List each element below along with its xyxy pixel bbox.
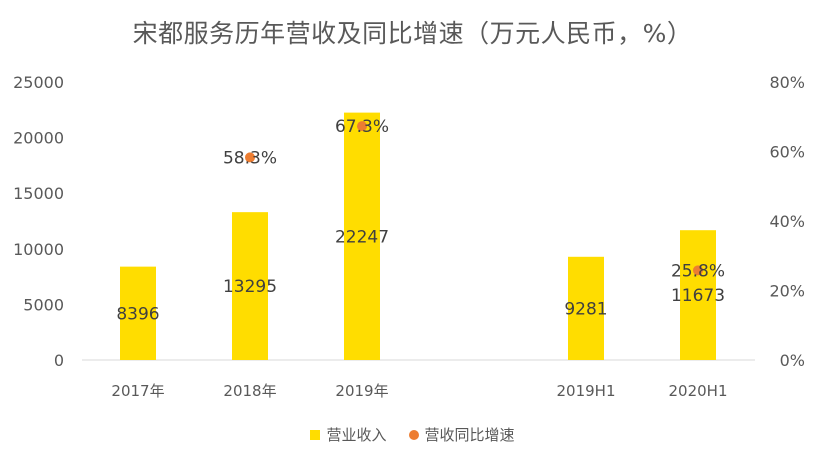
chart-title: 宋都服务历年营收及同比增速（万元人民币，%） [132, 19, 693, 48]
legend-label-growth: 营收同比增速 [424, 426, 515, 444]
x-tick-label: 2020H1 [669, 382, 728, 400]
growth-point [245, 152, 255, 163]
y-right-tick-label: 20% [769, 282, 805, 301]
x-tick-label: 2017年 [111, 382, 164, 400]
y-right-tick-label: 40% [769, 212, 805, 231]
bar-data-label: 11673 [671, 286, 725, 306]
bar [344, 112, 380, 360]
growth-point [357, 121, 367, 132]
bar [232, 212, 268, 360]
legend-item-revenue: 营业收入 [310, 424, 387, 445]
y-right-tick-label: 0% [780, 351, 805, 370]
x-tick-label: 2018年 [223, 382, 276, 400]
legend-swatch-dot [408, 429, 419, 440]
y-right-tick-label: 80% [769, 73, 805, 92]
legend-item-growth: 营收同比增速 [408, 424, 515, 445]
bar [680, 230, 716, 360]
x-tick-label: 2019年 [335, 382, 388, 400]
y-left-tick-label: 25000 [13, 73, 64, 92]
bar-data-label: 8396 [116, 304, 159, 324]
legend-label-revenue: 营业收入 [326, 426, 387, 444]
bar-data-label: 22247 [335, 227, 389, 247]
bar-data-label: 9281 [564, 299, 607, 319]
bar [568, 256, 604, 360]
y-left-tick-label: 10000 [13, 240, 64, 259]
bar-data-label: 13295 [223, 277, 277, 297]
growth-data-label: 67.3% [335, 117, 389, 137]
legend-swatch-bar [310, 429, 321, 440]
y-left-tick-label: 5000 [23, 295, 64, 314]
bar [120, 266, 156, 360]
x-tick-label: 2019H1 [557, 382, 616, 400]
y-right-tick-label: 60% [769, 143, 805, 162]
y-left-tick-label: 0 [54, 351, 64, 370]
y-left-tick-label: 15000 [13, 184, 64, 203]
chart-legend: 营业收入 营收同比增速 [0, 424, 825, 445]
growth-point [693, 265, 703, 276]
growth-data-label: 25.8% [671, 261, 725, 281]
y-left-tick-label: 20000 [13, 129, 64, 148]
growth-data-label: 58.3% [223, 148, 277, 168]
